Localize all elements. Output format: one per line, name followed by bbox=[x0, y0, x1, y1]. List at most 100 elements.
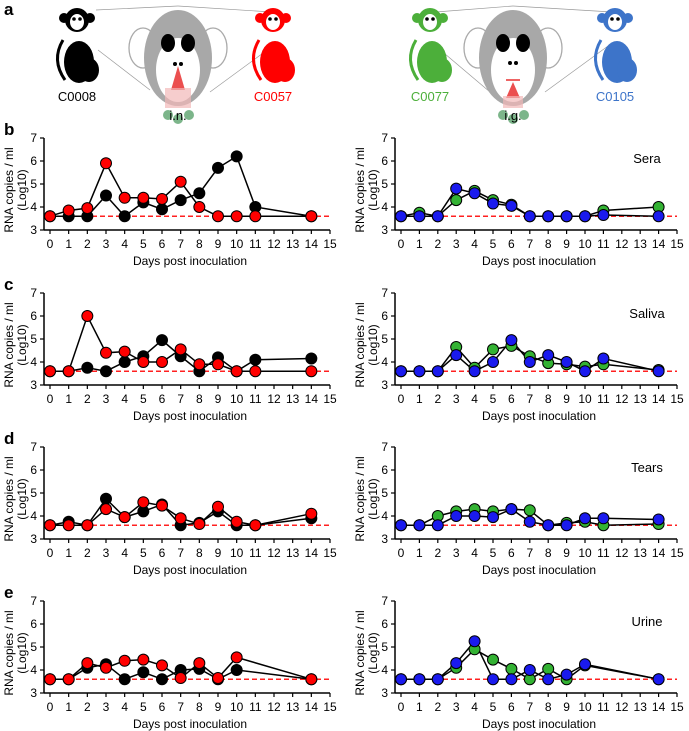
x-tick-label: 6 bbox=[159, 546, 166, 560]
y-tick-label: 5 bbox=[381, 177, 388, 191]
data-point-series-0 bbox=[305, 352, 318, 365]
x-tick-label: 13 bbox=[286, 700, 300, 714]
x-tick-label: 2 bbox=[434, 546, 441, 560]
x-tick-label: 12 bbox=[615, 700, 629, 714]
data-point-series-1 bbox=[579, 512, 591, 525]
chart-title: Sera bbox=[633, 151, 661, 166]
y-tick-label: 6 bbox=[30, 154, 37, 168]
y-tick-label: 3 bbox=[30, 686, 37, 700]
x-tick-label: 15 bbox=[670, 237, 684, 251]
data-point-series-1 bbox=[62, 204, 75, 217]
x-tick-label: 11 bbox=[249, 546, 262, 560]
y-tick-label: 3 bbox=[381, 532, 388, 546]
x-tick-label: 15 bbox=[670, 546, 684, 560]
x-tick-label: 8 bbox=[196, 546, 203, 560]
x-axis-label: Days post inoculation bbox=[133, 409, 247, 423]
data-point-series-0 bbox=[118, 356, 131, 368]
data-point-series-1 bbox=[652, 365, 665, 378]
data-point-series-0 bbox=[230, 150, 243, 163]
x-tick-label: 11 bbox=[597, 237, 610, 251]
x-tick-label: 0 bbox=[47, 392, 54, 406]
data-point-series-0 bbox=[156, 673, 168, 686]
group-in bbox=[95, 5, 273, 124]
y-tick-label: 6 bbox=[30, 309, 37, 323]
data-point-series-1 bbox=[652, 513, 665, 526]
data-point-series-1 bbox=[81, 519, 94, 532]
panel-label-c: c bbox=[4, 275, 14, 294]
y-tick-label: 4 bbox=[30, 200, 37, 214]
data-point-series-1 bbox=[597, 352, 610, 365]
panel-label-b: b bbox=[4, 120, 15, 139]
data-point-series-1 bbox=[413, 210, 426, 223]
data-point-series-1 bbox=[137, 496, 150, 509]
x-tick-label: 6 bbox=[508, 546, 515, 560]
x-tick-label: 13 bbox=[286, 392, 300, 406]
x-tick-label: 3 bbox=[103, 546, 110, 560]
route-label-ig: i.g. bbox=[504, 108, 522, 123]
data-point-series-0 bbox=[542, 662, 555, 675]
panel-label-a: a bbox=[4, 0, 14, 19]
x-tick-label: 7 bbox=[177, 237, 184, 251]
data-point-series-0 bbox=[100, 365, 112, 378]
data-point-series-1 bbox=[597, 512, 610, 525]
x-tick-label: 5 bbox=[490, 546, 497, 560]
data-point-series-1 bbox=[44, 519, 56, 532]
x-tick-label: 15 bbox=[323, 546, 337, 560]
y-tick-label: 3 bbox=[381, 223, 388, 237]
x-tick-label: 4 bbox=[121, 546, 128, 560]
x-axis-label: Days post inoculation bbox=[482, 717, 596, 731]
x-tick-label: 1 bbox=[65, 392, 72, 406]
data-point-series-1 bbox=[100, 503, 112, 516]
x-tick-label: 6 bbox=[159, 392, 166, 406]
x-tick-label: 7 bbox=[177, 392, 184, 406]
data-point-series-1 bbox=[44, 365, 56, 378]
data-point-series-1 bbox=[249, 210, 262, 223]
x-tick-label: 5 bbox=[140, 546, 147, 560]
y-axis-label: RNA copies / ml bbox=[2, 610, 16, 695]
y-tick-label: 3 bbox=[30, 378, 37, 392]
x-tick-label: 8 bbox=[545, 392, 552, 406]
chart-title: Urine bbox=[631, 614, 662, 629]
y-tick-label: 7 bbox=[30, 131, 37, 145]
data-point-series-0 bbox=[212, 161, 224, 174]
data-point-series-0 bbox=[523, 504, 536, 517]
data-point-series-1 bbox=[560, 668, 573, 681]
y-axis-label: RNA copies / ml bbox=[353, 456, 367, 541]
animal-label-c0008: C0008 bbox=[57, 89, 97, 104]
monkey-illustration bbox=[56, 5, 637, 124]
data-point-series-1 bbox=[137, 653, 150, 666]
y-axis-label: RNA copies / ml bbox=[353, 610, 367, 695]
data-point-series-1 bbox=[100, 661, 112, 674]
x-tick-label: 10 bbox=[230, 546, 244, 560]
data-point-series-1 bbox=[505, 199, 518, 212]
data-point-series-0 bbox=[505, 662, 518, 675]
data-point-series-1 bbox=[487, 197, 499, 210]
x-tick-label: 4 bbox=[121, 237, 128, 251]
data-point-series-1 bbox=[523, 356, 536, 368]
data-point-series-1 bbox=[212, 210, 224, 223]
x-axis-label: Days post inoculation bbox=[133, 717, 247, 731]
data-point-series-1 bbox=[249, 519, 262, 532]
data-point-series-0 bbox=[249, 353, 262, 366]
x-tick-label: 5 bbox=[140, 392, 147, 406]
data-point-series-1 bbox=[395, 673, 407, 686]
group-ig bbox=[435, 5, 613, 124]
x-tick-label: 13 bbox=[286, 546, 300, 560]
x-tick-label: 7 bbox=[526, 392, 533, 406]
data-point-series-1 bbox=[230, 365, 243, 378]
y-tick-label: 5 bbox=[381, 640, 388, 654]
animal-label-c0057: C0057 bbox=[253, 89, 293, 104]
x-tick-label: 8 bbox=[196, 392, 203, 406]
x-tick-label: 3 bbox=[453, 546, 460, 560]
x-tick-label: 8 bbox=[196, 237, 203, 251]
x-tick-label: 8 bbox=[545, 237, 552, 251]
x-tick-label: 10 bbox=[578, 392, 592, 406]
x-axis-label: Days post inoculation bbox=[133, 563, 247, 577]
data-point-series-1 bbox=[174, 175, 187, 188]
data-point-series-1 bbox=[44, 210, 56, 223]
y-tick-label: 6 bbox=[381, 309, 388, 323]
x-tick-label: 13 bbox=[634, 546, 648, 560]
